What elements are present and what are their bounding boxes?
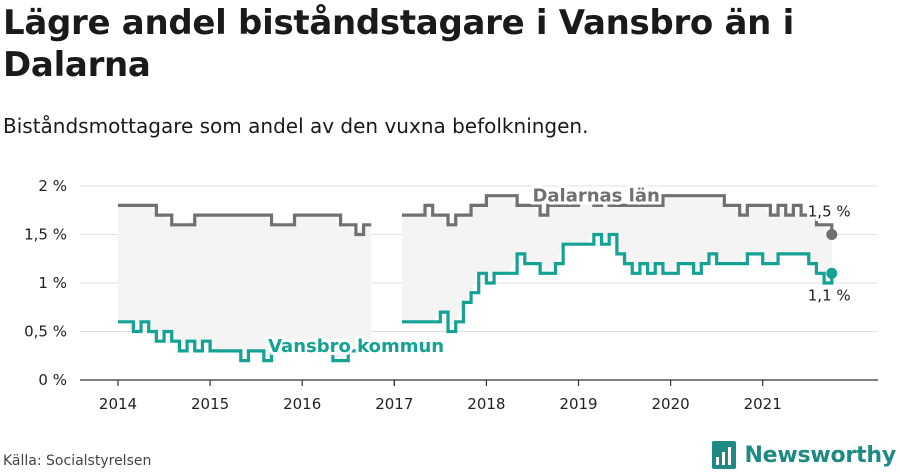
source-note: Källa: Socialstyrelsen bbox=[3, 453, 152, 469]
series-line-dalarnas-lan bbox=[118, 203, 372, 237]
x-tick-label: 2016 bbox=[283, 395, 321, 413]
y-tick-label: 1 % bbox=[38, 274, 67, 292]
y-tick-label: 2 % bbox=[38, 177, 67, 195]
x-tick-label: 2018 bbox=[467, 395, 505, 413]
end-point-dalarnas-lan bbox=[826, 229, 838, 240]
line-chart: 0 % 0,5 % 1 % 1,5 % 2 % 2014 2015 2016 2017 2018… bbox=[24, 177, 878, 413]
newsworthy-logo-icon bbox=[712, 441, 737, 469]
series-line-vansbro-kommun bbox=[118, 320, 372, 363]
series-label-dalarnas-lan: Dalarnas län bbox=[532, 186, 659, 207]
x-tick-label: 2017 bbox=[375, 395, 413, 413]
brand-name: Newsworthy bbox=[744, 442, 896, 468]
chart-title: Lägre andel biståndstagare i Vansbro än … bbox=[3, 3, 794, 85]
end-value-label: 1,5 % bbox=[808, 203, 851, 221]
brand[interactable]: Newsworthy bbox=[712, 440, 896, 470]
y-tick-label: 0 % bbox=[38, 371, 67, 389]
x-tick-label: 2021 bbox=[744, 395, 782, 413]
difference-area bbox=[401, 195, 832, 332]
series-lines bbox=[118, 194, 838, 363]
x-axis: 2014 2015 2016 2017 2018 2019 2020 2021 bbox=[80, 379, 878, 413]
chart-subtitle: Biståndsmottagare som andel av den vuxna… bbox=[3, 114, 589, 138]
x-tick-label: 2020 bbox=[652, 395, 690, 413]
x-tick-label: 2014 bbox=[99, 395, 137, 413]
x-tick-label: 2015 bbox=[191, 395, 229, 413]
series-label-vansbro-kommun: Vansbro kommun bbox=[268, 336, 444, 357]
y-tick-label: 1,5 % bbox=[24, 226, 67, 244]
series-line-vansbro-kommun bbox=[401, 232, 834, 334]
y-tick-label: 0,5 % bbox=[24, 323, 67, 341]
series-labels: 1,5 % 1,1 % Dalarnas län Vansbro kommun bbox=[265, 183, 853, 360]
end-point-vansbro-kommun bbox=[826, 267, 838, 279]
end-value-label: 1,1 % bbox=[808, 286, 851, 304]
difference-area bbox=[118, 205, 372, 361]
x-tick-label: 2019 bbox=[559, 395, 597, 413]
difference-band bbox=[118, 195, 832, 361]
series-line-dalarnas-lan bbox=[401, 194, 834, 235]
